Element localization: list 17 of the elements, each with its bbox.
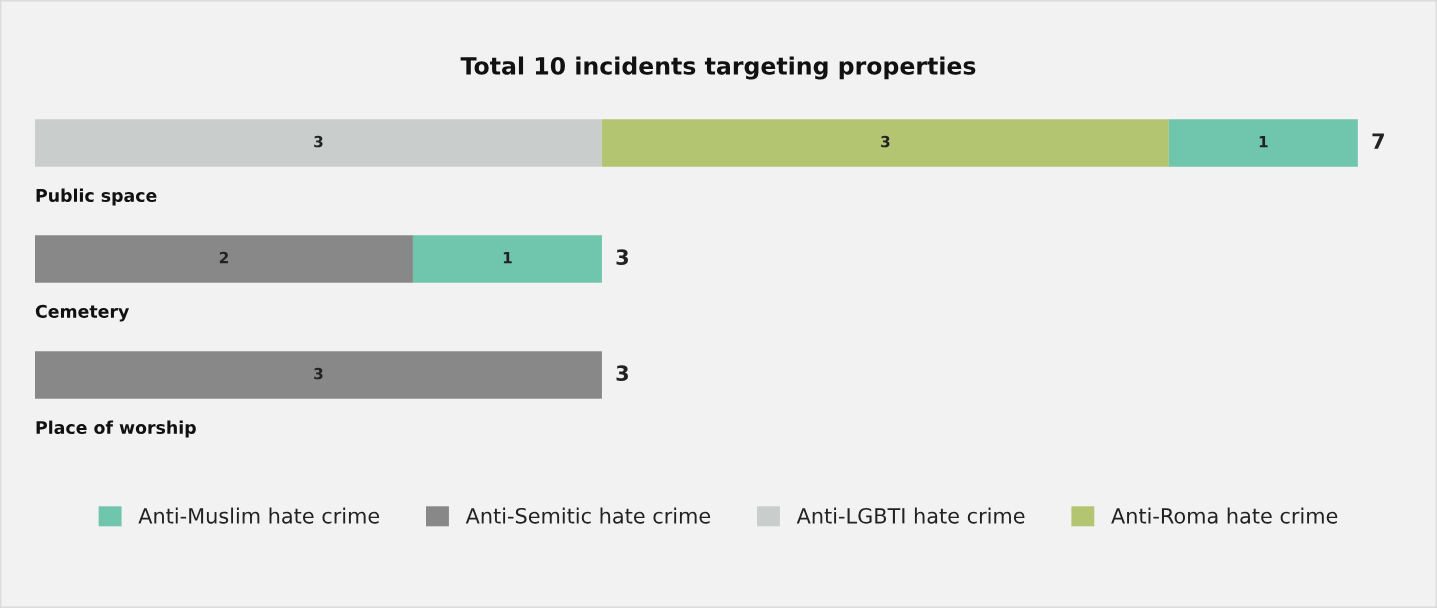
legend-label: Anti-Semitic hate crime (465, 507, 711, 524)
y-tick-label: Cemetery (35, 304, 130, 322)
data-label: 3 (314, 135, 323, 148)
data-label: 3 (881, 135, 890, 148)
legend-label: Anti-Roma hate crime (1111, 507, 1338, 524)
legend-label: Anti-Muslim hate crime (138, 507, 380, 524)
data-label: 1 (1259, 136, 1268, 148)
total-label: 3 (616, 249, 628, 265)
legend-label: Anti-LGBTI hate crime (796, 507, 1025, 524)
total-label: 7 (1372, 133, 1384, 149)
chart-title: Total 10 incidents targeting properties (460, 56, 976, 80)
data-label: 1 (503, 252, 512, 264)
total-label: 3 (616, 365, 628, 381)
y-tick-label: Public space (36, 188, 157, 206)
data-label: 2 (219, 251, 228, 264)
data-label: 3 (314, 367, 323, 380)
y-tick-label: Place of worship (36, 420, 196, 438)
